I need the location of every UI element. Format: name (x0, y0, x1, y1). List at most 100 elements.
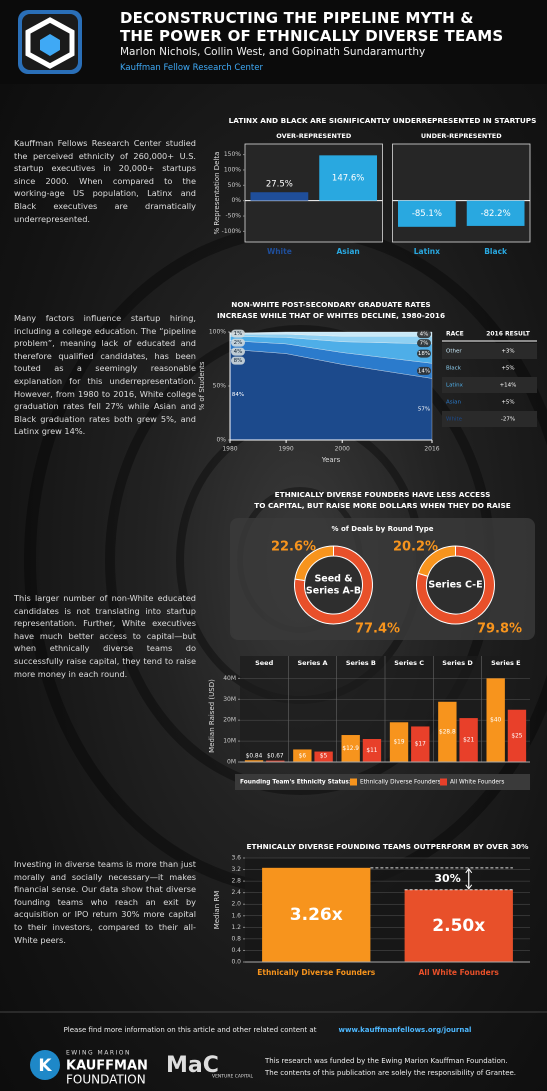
x-tick-label: Latinx (414, 247, 440, 256)
x-tick-label: 1980 (222, 446, 237, 453)
value-label: 8% (234, 358, 243, 364)
y-tick-label: 100% (224, 166, 241, 173)
y-tick-label: 3.6 (231, 855, 241, 862)
label-bubble (417, 330, 431, 339)
y-tick-label: 30M (223, 696, 236, 703)
value-label: $40 (490, 718, 501, 724)
footer-link[interactable]: www.kauffmanfellows.org/journal (339, 1026, 472, 1034)
bar (262, 867, 371, 962)
value-label: 4% (420, 332, 429, 338)
table-cell: +5% (501, 366, 514, 372)
value-label: $28.8 (439, 729, 456, 735)
disclaimer: The contents of this publication are sol… (264, 1069, 516, 1077)
legend-swatch (440, 778, 447, 786)
y-tick-label: 100% (209, 329, 226, 336)
bar (466, 200, 525, 226)
table-row (442, 411, 537, 427)
chart-title: INCREASE WHILE THAT OF WHITES DECLINE, 1… (217, 311, 445, 320)
value-label: 2.50x (432, 916, 485, 936)
bar (398, 200, 456, 227)
kauffman-k: K (38, 1056, 52, 1076)
y-tick-label: 0% (231, 197, 241, 204)
value-label: $19 (393, 740, 404, 746)
table-cell: +5% (501, 400, 514, 406)
y-tick-label: 150% (224, 151, 241, 158)
value-label: 20.2% (393, 540, 438, 555)
bar (362, 739, 382, 762)
y-tick-label: 3.2 (231, 866, 241, 873)
table-cell: Asian (446, 400, 462, 406)
bar (389, 722, 409, 762)
donut-hole (305, 557, 362, 613)
value-label: 4% (234, 349, 243, 355)
value-label: -85.1% (412, 209, 442, 219)
y-tick-label: -100% (222, 228, 242, 235)
y-tick-label: -50% (225, 213, 241, 220)
value-label: 84% (232, 392, 244, 398)
x-tick-label: All White Founders (419, 968, 500, 977)
title-line: THE POWER OF ETHNICALLY DIVERSE TEAMS (120, 27, 504, 45)
x-tick-label: Series C (394, 659, 424, 667)
y-axis-label: % of Students (198, 361, 206, 410)
table-cell: White (446, 417, 463, 423)
pie-label: Series A-B (306, 586, 361, 597)
logo-text: EWING MARION (66, 1050, 131, 1057)
value-label: $5 (320, 754, 328, 760)
value-label: 7% (420, 341, 429, 347)
bar (341, 735, 360, 762)
legend-swatch (350, 778, 357, 786)
y-tick-label: 10M (223, 738, 236, 745)
bar (266, 760, 285, 762)
value-label: 22.6% (271, 540, 316, 555)
chart-subtitle: % of Deals by Round Type (332, 525, 434, 533)
title-line: DECONSTRUCTING THE PIPELINE MYTH & (120, 9, 474, 27)
y-tick-label: 1.2 (231, 924, 241, 931)
value-label: 18% (418, 351, 430, 357)
value-label: $21 (463, 738, 474, 744)
chart-title: ETHNICALLY DIVERSE FOUNDERS HAVE LESS AC… (275, 490, 491, 499)
table-header: 2016 RESULT (486, 331, 531, 338)
legend-box (235, 774, 530, 790)
value-label: $6 (299, 754, 307, 760)
table-cell: +3% (501, 349, 514, 355)
x-tick-label: Series E (491, 659, 521, 667)
table-cell: Other (446, 349, 462, 355)
value-label: $25 (511, 733, 522, 739)
x-tick-label: Seed (255, 659, 273, 667)
header-logo (18, 10, 82, 74)
table-cell: -27% (501, 417, 515, 423)
value-label: 14% (418, 368, 430, 374)
bar (250, 192, 309, 201)
value-label: 147.6% (332, 174, 364, 184)
legend-label: All White Founders (450, 780, 504, 786)
y-tick-label: 0% (216, 437, 226, 444)
bar (459, 718, 478, 762)
organization: Kauffman Fellow Research Center (120, 63, 263, 73)
x-tick-label: Asian (337, 247, 360, 256)
value-label: 57% (418, 407, 430, 413)
paragraph: Kauffman Fellows Research Center studied… (14, 138, 196, 224)
value-label: 2% (234, 340, 243, 346)
donut-hole (427, 557, 484, 613)
value-label: 79.8% (477, 622, 522, 637)
value-label: $12.9 (342, 746, 359, 752)
chart-title: TO CAPITAL, BUT RAISE MORE DOLLARS WHEN … (254, 501, 511, 510)
y-tick-label: 1.6 (231, 912, 241, 919)
value-label: 1% (234, 331, 243, 337)
authors: Marlon Nichols, Collin West, and Gopinat… (120, 46, 426, 58)
value-label: -82.2% (481, 209, 511, 219)
value-label: $0.67 (267, 754, 284, 760)
paragraph: Many factors influence startup hiring, i… (14, 313, 196, 437)
x-tick-label: Ethnically Diverse Founders (257, 968, 376, 977)
label-bubble (417, 349, 431, 358)
y-tick-label: 2.0 (231, 901, 241, 908)
table-header: RACE (446, 331, 464, 338)
legend-label: Ethnically Diverse Founders (360, 780, 441, 786)
value-label: $17 (415, 742, 426, 748)
donut-slice (294, 545, 373, 625)
x-tick-label: White (267, 247, 292, 256)
bar (319, 155, 377, 201)
table-row (442, 343, 537, 359)
